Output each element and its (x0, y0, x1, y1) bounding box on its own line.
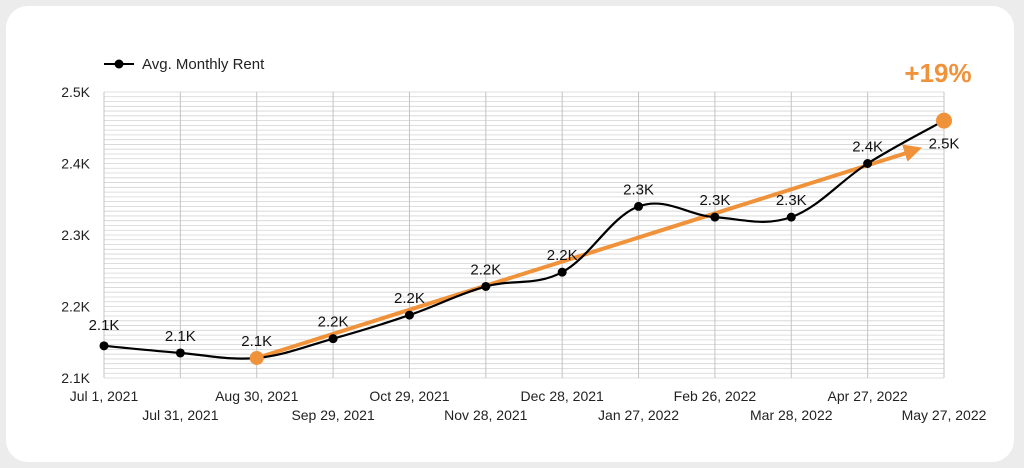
data-point (175, 348, 185, 358)
y-tick-label: 2.5K (61, 84, 90, 100)
x-tick-label: May 27, 2022 (902, 407, 987, 423)
legend-label: Avg. Monthly Rent (142, 56, 265, 73)
legend-marker-icon (114, 59, 124, 69)
data-label: 2.2K (318, 314, 349, 331)
x-tick-label: Dec 28, 2021 (521, 388, 604, 404)
data-label: 2.1K (165, 328, 196, 345)
y-tick-label: 2.3K (61, 227, 90, 243)
x-tick-label: Apr 27, 2022 (828, 388, 908, 404)
data-point (99, 341, 109, 351)
data-point (557, 267, 567, 277)
x-tick-label: Oct 29, 2021 (369, 388, 449, 404)
x-tick-label: Nov 28, 2021 (444, 407, 527, 423)
data-label: 2.2K (470, 261, 501, 278)
x-tick-label: Sep 29, 2021 (291, 407, 375, 423)
percent-change-annotation: +19% (904, 58, 971, 88)
x-tick-label: Mar 28, 2022 (750, 407, 833, 423)
x-tick-label: Jan 27, 2022 (598, 407, 679, 423)
data-label: 2.3K (623, 181, 654, 198)
data-point (481, 281, 491, 291)
data-label: 2.4K (852, 139, 883, 156)
data-label: 2.2K (394, 290, 425, 307)
x-tick-label: Feb 26, 2022 (674, 388, 757, 404)
legend: Avg. Monthly Rent (104, 56, 265, 73)
x-tick-label: Aug 30, 2021 (215, 388, 299, 404)
data-label: 2.2K (547, 247, 578, 264)
data-labels: 2.1K 2.1K 2.1K 2.2K 2.2K 2.2K 2.2K 2.3K 2.3K 2.3K… (89, 136, 960, 350)
data-point (863, 159, 873, 168)
y-tick-label: 2.1K (61, 370, 90, 386)
chart-grid (103, 91, 945, 379)
data-label: 2.1K (89, 317, 120, 334)
data-points (99, 112, 952, 365)
data-label: 2.3K (699, 192, 730, 209)
data-point (328, 334, 338, 344)
y-tick-label: 2.4K (61, 156, 90, 172)
data-point (786, 212, 796, 222)
x-tick-label: Jul 31, 2021 (142, 407, 218, 423)
x-tick-label: Jul 1, 2021 (70, 388, 139, 404)
trend-arrowhead-icon (902, 144, 922, 162)
annotated-data-point (936, 112, 952, 129)
data-point (404, 310, 414, 320)
data-point (710, 212, 720, 222)
annotated-data-point (249, 350, 264, 365)
data-label: 2.3K (776, 192, 807, 209)
data-label: 2.5K (929, 136, 960, 153)
chart-card (6, 6, 1014, 462)
y-axis-ticks: 2.1K 2.2K 2.3K 2.4K 2.5K (61, 84, 90, 386)
data-label: 2.1K (241, 333, 272, 350)
data-point (634, 201, 644, 211)
y-tick-label: 2.2K (61, 299, 90, 315)
